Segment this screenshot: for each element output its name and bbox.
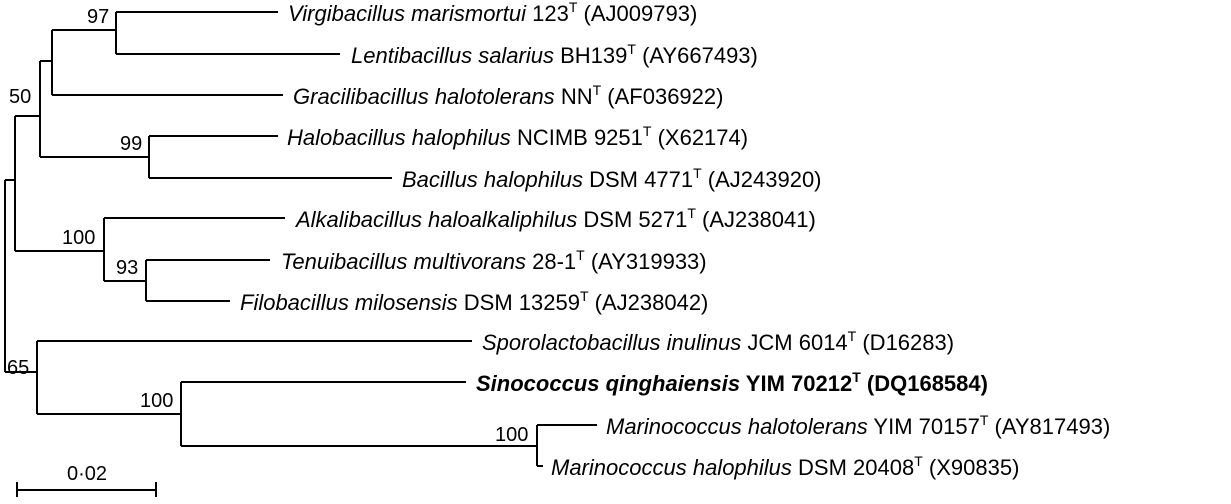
bootstrap-65: 65 [7, 357, 29, 379]
bootstrap-97: 97 [87, 6, 109, 28]
taxon-label-tenuibacillus: Tenuibacillus multivorans 28-1T (AY31993… [281, 247, 707, 274]
taxon-label-halobacillus: Halobacillus halophilus NCIMB 9251T (X62… [287, 123, 748, 150]
bootstrap-93: 93 [116, 257, 138, 279]
bootstrap-100-marinococcus: 100 [495, 424, 528, 446]
bootstrap-50: 50 [9, 86, 31, 108]
bootstrap-100-alkali: 100 [62, 227, 95, 249]
taxon-label-gracilibacillus: Gracilibacillus halotolerans NNT (AF0369… [293, 82, 723, 109]
scale-bar: 0·02 [16, 463, 157, 497]
taxon-label-sinococcus: Sinococcus qinghaiensis YIM 70212T (DQ16… [476, 369, 988, 396]
bootstrap-values: 97 50 99 100 93 65 100 100 [7, 6, 528, 446]
taxon-label-virgibacillus: Virgibacillus marismortui 123T (AJ009793… [288, 0, 697, 26]
taxon-label-marinococcus-halophilus: Marinococcus halophilus DSM 20408T (X908… [551, 453, 1019, 480]
scale-bar-label: 0·02 [67, 463, 107, 485]
bootstrap-99: 99 [120, 133, 142, 155]
taxon-labels: Virgibacillus marismortui 123T (AJ009793… [240, 0, 1110, 480]
taxon-label-sporolactobacillus: Sporolactobacillus inulinus JCM 6014T (D… [482, 328, 954, 355]
taxon-label-filobacillus: Filobacillus milosensis DSM 13259T (AJ23… [240, 288, 708, 315]
taxon-label-alkalibacillus: Alkalibacillus haloalkaliphilus DSM 5271… [294, 205, 816, 232]
tree-branches [4, 11, 597, 467]
bootstrap-100-sinococcus: 100 [140, 390, 173, 412]
taxon-label-marinococcus-halotolerans: Marinococcus halotolerans YIM 70157T (AY… [606, 412, 1110, 439]
taxon-label-bacillus: Bacillus halophilus DSM 4771T (AJ243920) [402, 165, 822, 192]
taxon-label-lentibacillus: Lentibacillus salarius BH139T (AY667493) [351, 41, 758, 68]
